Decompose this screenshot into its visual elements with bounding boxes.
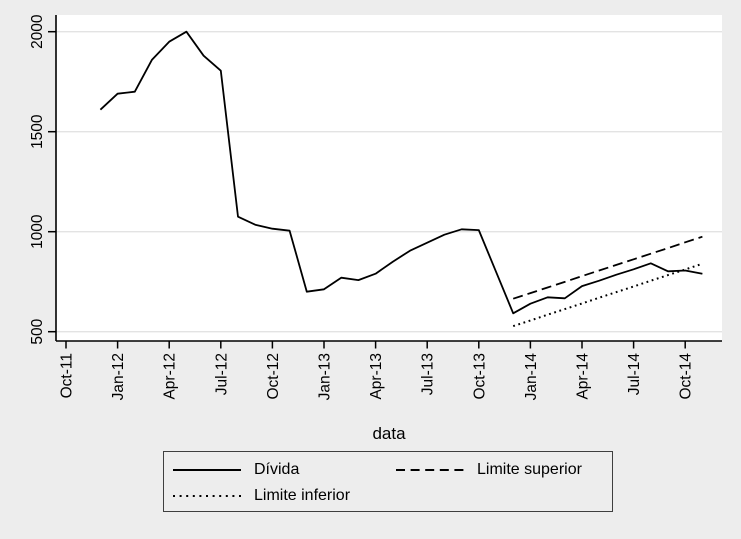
x-tick-label: Apr-14 [575,353,592,400]
chart-legend: Dívida Limite superior Limite inferior [163,451,613,512]
x-tick-label: Jul-12 [213,353,230,395]
x-tick-label: Oct-12 [265,353,282,400]
x-tick-label: Oct-14 [678,353,695,400]
x-tick-label: Jan-13 [317,353,334,400]
dashed-line-swatch [396,469,464,471]
legend-entry-limite-superior: Limite superior [396,457,582,483]
y-tick-label: 500 [29,318,46,344]
legend-entry-limite-inferior: Limite inferior [173,483,350,509]
x-tick-label: Jul-13 [420,353,437,395]
y-tick-label: 2000 [29,14,46,49]
y-tick-label: 1000 [29,214,46,249]
x-tick-label: Jan-14 [523,353,540,401]
series-line-solid [99,30,703,315]
legend-label-limite-inferior: Limite inferior [254,487,351,504]
series-line-dotted [512,262,703,328]
x-axis-title: data [372,424,406,443]
line-chart-canvas: 500 1000 1500 2000 Oct-11 Jan-12 Apr-12 Jul-12 O… [29,14,722,401]
x-tick-label: Jul-14 [626,353,643,396]
x-tick-label: Oct-13 [471,353,488,400]
solid-line-swatch [173,469,241,471]
x-tick-label: Jan-12 [110,353,127,400]
plot-area [56,15,722,341]
x-tick-label: Oct-11 [59,353,76,398]
x-tick-label: Apr-12 [162,353,179,400]
legend-entry-divida: Dívida [173,457,299,483]
legend-label-divida: Dívida [254,461,300,478]
y-tick-label: 1500 [29,114,46,149]
dotted-line-swatch [173,495,241,497]
legend-label-limite-superior: Limite superior [477,461,582,478]
series-line-dashed [512,235,703,300]
x-tick-label: Apr-13 [368,353,385,400]
